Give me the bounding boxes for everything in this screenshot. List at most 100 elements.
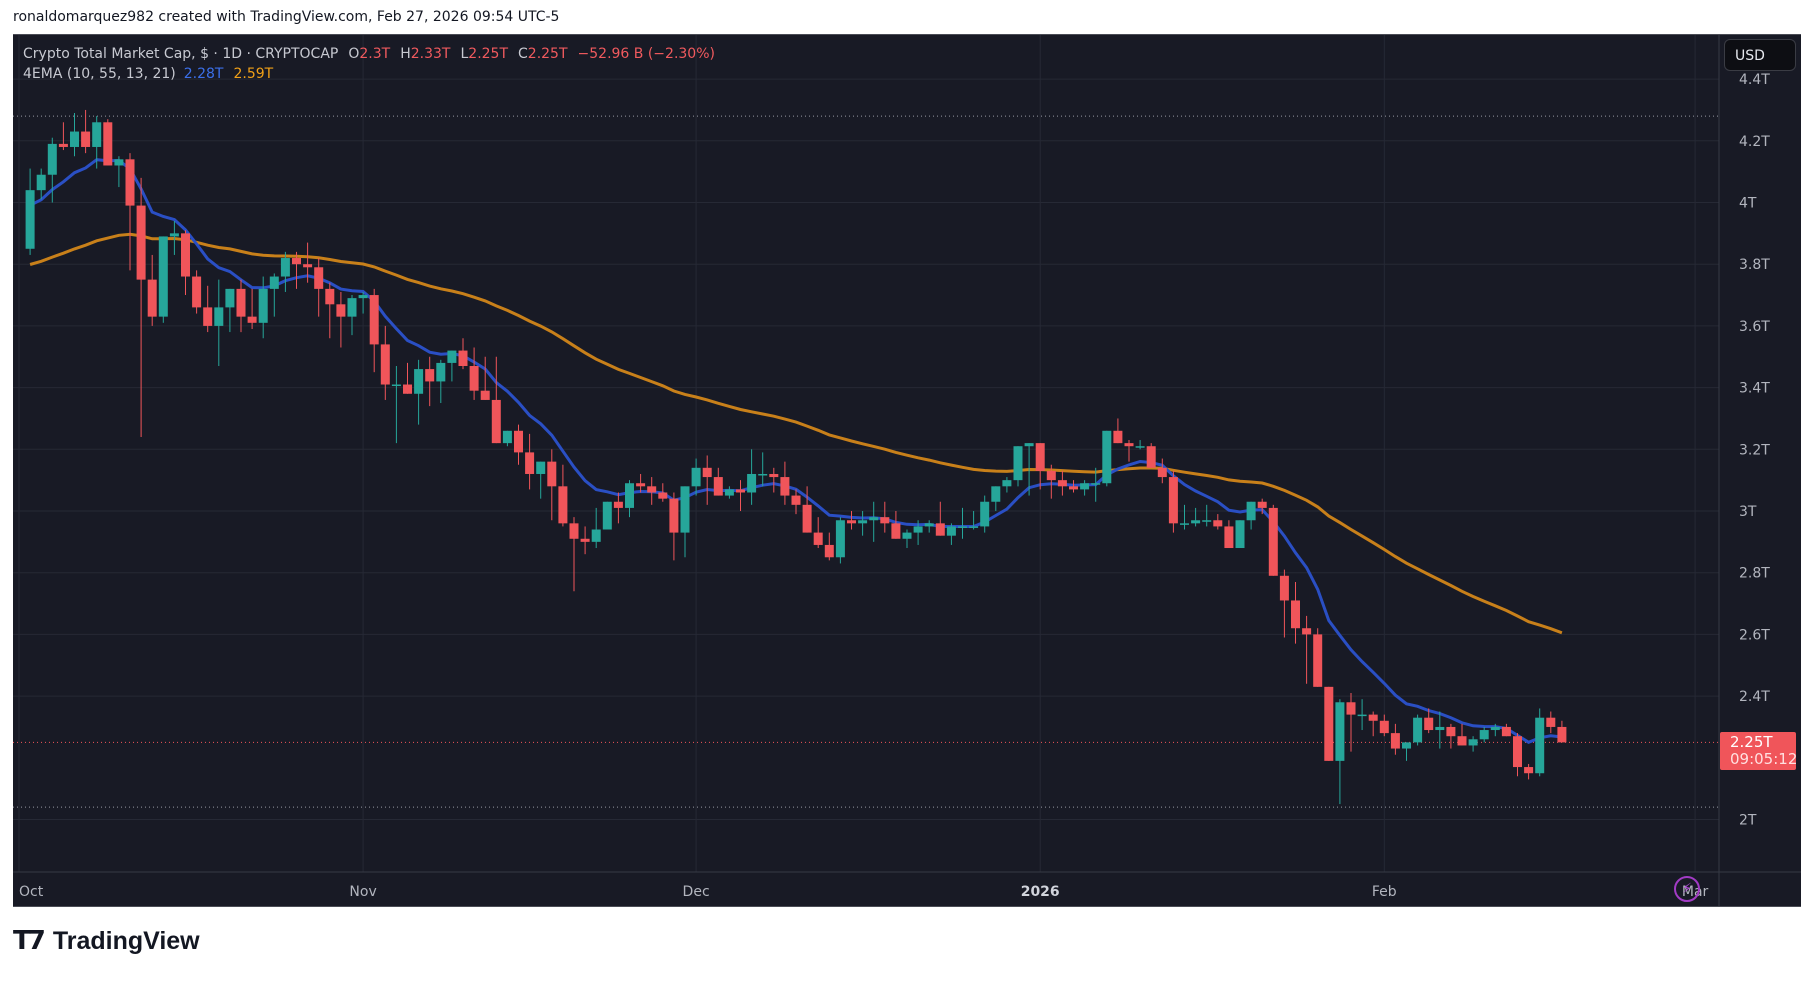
candle-body [25, 190, 35, 249]
candle-body [458, 350, 468, 367]
candle-body [114, 159, 124, 166]
chart-pane[interactable]: 4.4T 4.2T 4T 3.8T 3.6T 3.4T 3.2T 3T 2.8T 2.6T 2.4T… [13, 34, 1801, 907]
candle-body [1335, 702, 1345, 761]
candle-body [358, 295, 368, 299]
candle-body [1479, 730, 1489, 740]
candle-body [525, 452, 535, 474]
candle-body [258, 288, 268, 323]
price-axis-label: 3.2T [1739, 442, 1770, 458]
ema-fast-line [29, 158, 1563, 744]
candle-body [880, 517, 890, 524]
candle-body [1057, 480, 1067, 487]
candle-body [314, 267, 324, 289]
time-axis-label: Dec [683, 884, 710, 900]
candle-body [147, 279, 157, 317]
candle-body [958, 526, 967, 528]
candle-body [1246, 501, 1256, 521]
candle-body [902, 532, 912, 539]
candle-body [758, 473, 768, 476]
currency-button[interactable]: USD [1724, 39, 1796, 71]
candle-body [1135, 446, 1145, 448]
candle-body [969, 526, 979, 528]
price-axis-label: 2T [1739, 813, 1757, 829]
candle-body [946, 526, 956, 536]
candle-body [1024, 443, 1034, 447]
candle-body [869, 517, 879, 521]
candle-body [924, 523, 934, 527]
candle-body [747, 473, 757, 493]
indicator-row: 4EMA (10, 55, 13, 21) 2.28T 2.59T [23, 64, 715, 84]
change-value: −52.96 B (−2.30%) [577, 46, 715, 62]
candle-body [1191, 520, 1201, 524]
time-axis-label: Oct [19, 884, 44, 900]
candle-body [136, 205, 146, 280]
candle-body [1279, 575, 1289, 601]
indicator-title[interactable]: 4EMA (10, 55, 13, 21) [23, 66, 176, 82]
candle-body [680, 486, 690, 533]
candle-body [236, 288, 246, 317]
price-axis-label: 3.4T [1739, 381, 1770, 397]
time-axis-label: 2026 [1021, 884, 1060, 900]
candle-body [225, 288, 235, 308]
high-label: H [400, 46, 411, 62]
close-label: C [518, 46, 528, 62]
candle-body [369, 295, 379, 345]
candle-body [1257, 501, 1267, 508]
high-value: 2.33T [410, 46, 451, 62]
candle-body [1468, 739, 1478, 746]
candle-body [736, 489, 745, 493]
candle-body [70, 131, 79, 147]
candle-body [192, 276, 202, 308]
candle-body [502, 430, 512, 444]
candle-body [847, 520, 856, 524]
candle-body [303, 264, 313, 268]
candle-body [769, 473, 779, 478]
price-axis-label: 3.6T [1739, 319, 1770, 335]
candle-body [214, 307, 224, 326]
candle-body [36, 174, 46, 191]
candle-body [691, 467, 701, 487]
candle-body [1180, 523, 1189, 525]
price-axis-label: 2.4T [1739, 689, 1770, 705]
candle-body [669, 498, 679, 533]
ema-fast-value: 2.28T [183, 66, 224, 82]
candle-body [1368, 714, 1378, 721]
candle-body [480, 390, 490, 400]
candle-body [1157, 467, 1167, 478]
candle-body [1435, 726, 1445, 731]
chart-legend: Crypto Total Market Cap, $ · 1D · CRYPTO… [23, 44, 715, 84]
open-value: 2.3T [359, 46, 391, 62]
candle-body [269, 276, 279, 289]
price-axis-label: 3T [1739, 504, 1757, 520]
candle-body [1302, 628, 1312, 635]
candle-body [835, 520, 845, 558]
candle-body [469, 366, 479, 391]
candle-body [891, 523, 901, 539]
candle-body [1524, 767, 1534, 774]
candle-body [181, 233, 190, 277]
ema-slow-value: 2.59T [233, 66, 274, 82]
candle-body [325, 288, 335, 305]
candle-body [824, 544, 834, 558]
tv-logo-icon: T7 [13, 926, 46, 956]
candle-body [1268, 507, 1278, 576]
candle-body [1457, 736, 1467, 746]
last-price-tag: 2.25T 09:05:12 [1720, 732, 1798, 770]
candle-body [92, 122, 102, 147]
bar-countdown: 09:05:12 [1730, 750, 1798, 768]
candle-body [580, 538, 590, 542]
candle-body [913, 526, 923, 533]
tradingview-logo: T7 TradingView [13, 926, 200, 956]
candle-body [1113, 430, 1123, 444]
candle-body [1357, 714, 1367, 717]
lightning-icon[interactable]: ⚡ [1674, 876, 1700, 902]
low-label: L [460, 46, 469, 62]
candle-body [702, 467, 712, 478]
candle-body [658, 492, 668, 499]
candle-body [514, 430, 523, 453]
candlestick-chart[interactable]: 4.4T 4.2T 4T 3.8T 3.6T 3.4T 3.2T 3T 2.8T 2.6T 2.4T… [13, 35, 1801, 906]
symbol-title[interactable]: Crypto Total Market Cap, $ · 1D · CRYPTO… [23, 46, 339, 62]
candle-body [491, 399, 501, 444]
candle-body [613, 501, 623, 508]
price-axis-label: 4T [1739, 196, 1757, 212]
